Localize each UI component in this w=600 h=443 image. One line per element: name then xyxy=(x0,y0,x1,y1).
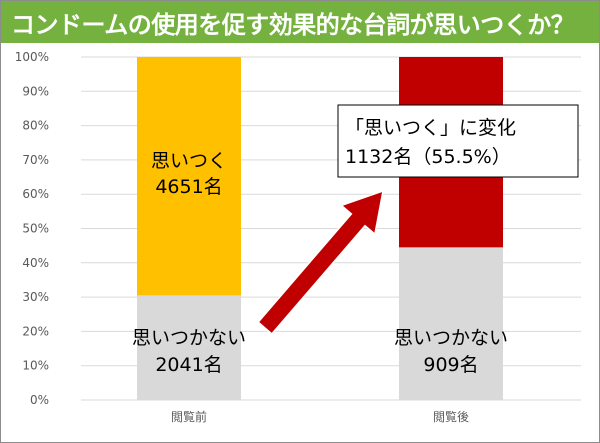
x-tick-label: 閲覧後 xyxy=(433,410,469,424)
trend-arrow xyxy=(257,189,384,335)
bar-think-of xyxy=(137,57,241,296)
callout-annotation: 「思いつく」に変化 1132名（55.5%） xyxy=(337,104,579,178)
callout-line1: 「思いつく」に変化 xyxy=(345,117,516,139)
y-tick-label: 70% xyxy=(22,153,49,167)
y-tick-label: 30% xyxy=(22,290,49,304)
y-tick-label: 100% xyxy=(15,50,49,64)
y-tick-label: 80% xyxy=(22,119,49,133)
y-tick-label: 40% xyxy=(22,256,49,270)
arrow-annotation xyxy=(257,189,384,335)
data-label-after-not-think-of-count: 909名 xyxy=(423,354,478,376)
bar-not-think-of xyxy=(137,295,241,400)
data-label-before-think-of-count: 4651名 xyxy=(155,176,222,198)
title-bar: コンドームの使用を促す効果的な台詞が思いつくか？ xyxy=(1,1,599,43)
y-tick-label: 50% xyxy=(22,222,49,236)
data-label-before-think-of: 思いつく xyxy=(151,150,227,172)
x-axis-ticks: 閲覧前 閲覧後 xyxy=(171,409,469,424)
y-tick-label: 0% xyxy=(30,393,49,407)
data-label-before-not-think-of-count: 2041名 xyxy=(155,354,222,376)
callout-line2: 1132名（55.5%） xyxy=(345,146,511,168)
y-tick-label: 20% xyxy=(22,324,49,338)
callout-box xyxy=(337,104,579,178)
bars xyxy=(137,57,503,400)
data-label-after-not-think-of: 思いつかない xyxy=(394,327,508,349)
chart-title: コンドームの使用を促す効果的な台詞が思いつくか？ xyxy=(11,11,575,39)
x-tick-label: 閲覧前 xyxy=(171,409,207,424)
data-label-before-not-think-of: 思いつかない xyxy=(132,327,246,349)
y-tick-label: 60% xyxy=(22,187,49,201)
bar-not-think-of xyxy=(399,247,503,400)
y-tick-label: 90% xyxy=(22,84,49,98)
y-tick-label: 10% xyxy=(22,359,49,373)
y-axis-ticks: 0% 10% 20% 30% 40% 50% 60% 70% 80% 90% 100% xyxy=(15,50,49,407)
